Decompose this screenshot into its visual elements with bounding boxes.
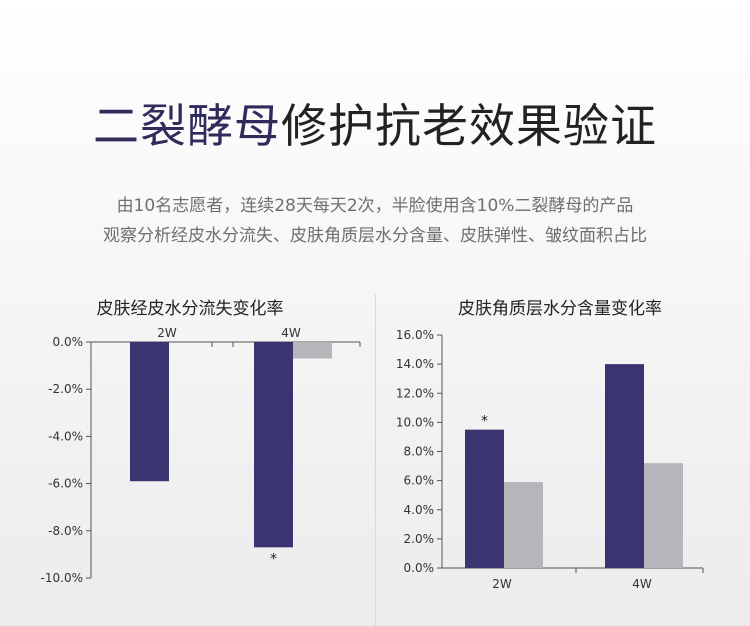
- chart-2-y-tick-label: 16.0%: [396, 328, 434, 342]
- chart-1-y-tick-label: -2.0%: [48, 382, 83, 396]
- chart-2-bar-4w-s2: [644, 463, 683, 568]
- chart-1-y-tick-label: -6.0%: [48, 477, 83, 491]
- subtitle-line-1: 由10名志愿者，连续28天每天2次，半脸使用含10%二裂酵母的产品: [116, 196, 634, 216]
- chart-2-y-tick-label: 6.0%: [404, 474, 435, 488]
- chart-1-significance-mark: *: [270, 551, 277, 567]
- chart-1-y-tick-label: -8.0%: [48, 524, 83, 538]
- chart-2-bar-2w-s1: [465, 429, 504, 568]
- chart-1-y-tick-label: -4.0%: [48, 429, 83, 443]
- chart-2-significance-mark: *: [481, 414, 488, 430]
- chart-divider: [375, 294, 376, 626]
- chart-1-y-tick-label: 0.0%: [53, 335, 84, 349]
- chart-2-title: 皮肤角质层水分含量变化率: [458, 299, 662, 319]
- chart-1-bar-2w-s1: [130, 342, 169, 482]
- chart-2-y-tick-label: 2.0%: [404, 532, 435, 546]
- chart-2-category-label: 2W: [492, 577, 512, 591]
- chart-2-y-tick-label: 0.0%: [404, 561, 435, 575]
- chart-2-y-tick-label: 10.0%: [396, 415, 434, 429]
- chart-2-y-tick-label: 8.0%: [404, 445, 435, 459]
- subtitle-line-2: 观察分析经皮水分流失、皮肤角质层水分含量、皮肤弹性、皱纹面积占比: [103, 226, 647, 246]
- chart-2-bar-2w-s2: [504, 482, 543, 568]
- title-accent: 二裂酵母: [93, 99, 281, 153]
- chart-1-y-tick-label: -10.0%: [41, 571, 83, 585]
- chart-2-category-label: 4W: [632, 577, 652, 591]
- title-main: 修护抗老效果验证: [281, 99, 657, 153]
- chart-1-category-label: 4W: [281, 326, 301, 340]
- chart-1-category-label: 2W: [157, 326, 177, 340]
- chart-1-title: 皮肤经皮水分流失变化率: [96, 299, 284, 319]
- page-title: 二裂酵母修护抗老效果验证: [0, 96, 750, 156]
- chart-2-bar-4w-s1: [605, 364, 644, 568]
- chart-1-bar-4w-s1: [254, 342, 293, 548]
- chart-2-y-tick-label: 4.0%: [404, 503, 435, 517]
- chart-2-y-tick-label: 12.0%: [396, 386, 434, 400]
- chart-2-y-tick-label: 14.0%: [396, 357, 434, 371]
- chart-1-bar-4w-s2: [293, 342, 332, 359]
